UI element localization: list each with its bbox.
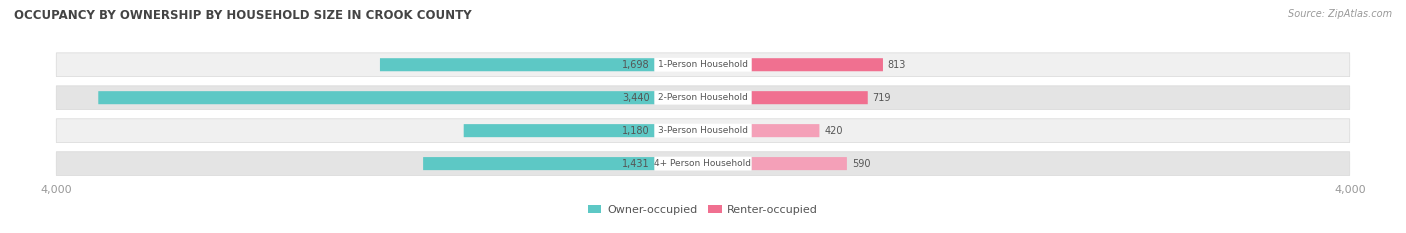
FancyBboxPatch shape bbox=[751, 58, 883, 71]
Text: OCCUPANCY BY OWNERSHIP BY HOUSEHOLD SIZE IN CROOK COUNTY: OCCUPANCY BY OWNERSHIP BY HOUSEHOLD SIZE… bbox=[14, 9, 471, 22]
FancyBboxPatch shape bbox=[98, 91, 655, 104]
FancyBboxPatch shape bbox=[751, 124, 820, 137]
Text: 1-Person Household: 1-Person Household bbox=[658, 60, 748, 69]
FancyBboxPatch shape bbox=[56, 152, 1350, 175]
Text: 590: 590 bbox=[852, 159, 870, 169]
FancyBboxPatch shape bbox=[56, 53, 1350, 77]
Text: Source: ZipAtlas.com: Source: ZipAtlas.com bbox=[1288, 9, 1392, 19]
Text: 813: 813 bbox=[887, 60, 907, 70]
Text: 719: 719 bbox=[873, 93, 891, 103]
Text: 4+ Person Household: 4+ Person Household bbox=[655, 159, 751, 168]
FancyBboxPatch shape bbox=[56, 86, 1350, 110]
FancyBboxPatch shape bbox=[655, 58, 751, 72]
Text: 1,180: 1,180 bbox=[621, 126, 650, 136]
FancyBboxPatch shape bbox=[751, 91, 868, 104]
FancyBboxPatch shape bbox=[56, 119, 1350, 143]
FancyBboxPatch shape bbox=[464, 124, 655, 137]
FancyBboxPatch shape bbox=[655, 157, 751, 171]
FancyBboxPatch shape bbox=[380, 58, 655, 71]
FancyBboxPatch shape bbox=[423, 157, 655, 170]
Text: 1,698: 1,698 bbox=[621, 60, 650, 70]
FancyBboxPatch shape bbox=[655, 124, 751, 137]
Text: 3-Person Household: 3-Person Household bbox=[658, 126, 748, 135]
Text: 420: 420 bbox=[824, 126, 842, 136]
Text: 3,440: 3,440 bbox=[621, 93, 650, 103]
FancyBboxPatch shape bbox=[655, 91, 751, 105]
Text: 2-Person Household: 2-Person Household bbox=[658, 93, 748, 102]
Legend: Owner-occupied, Renter-occupied: Owner-occupied, Renter-occupied bbox=[583, 201, 823, 219]
Text: 1,431: 1,431 bbox=[621, 159, 650, 169]
FancyBboxPatch shape bbox=[751, 157, 846, 170]
